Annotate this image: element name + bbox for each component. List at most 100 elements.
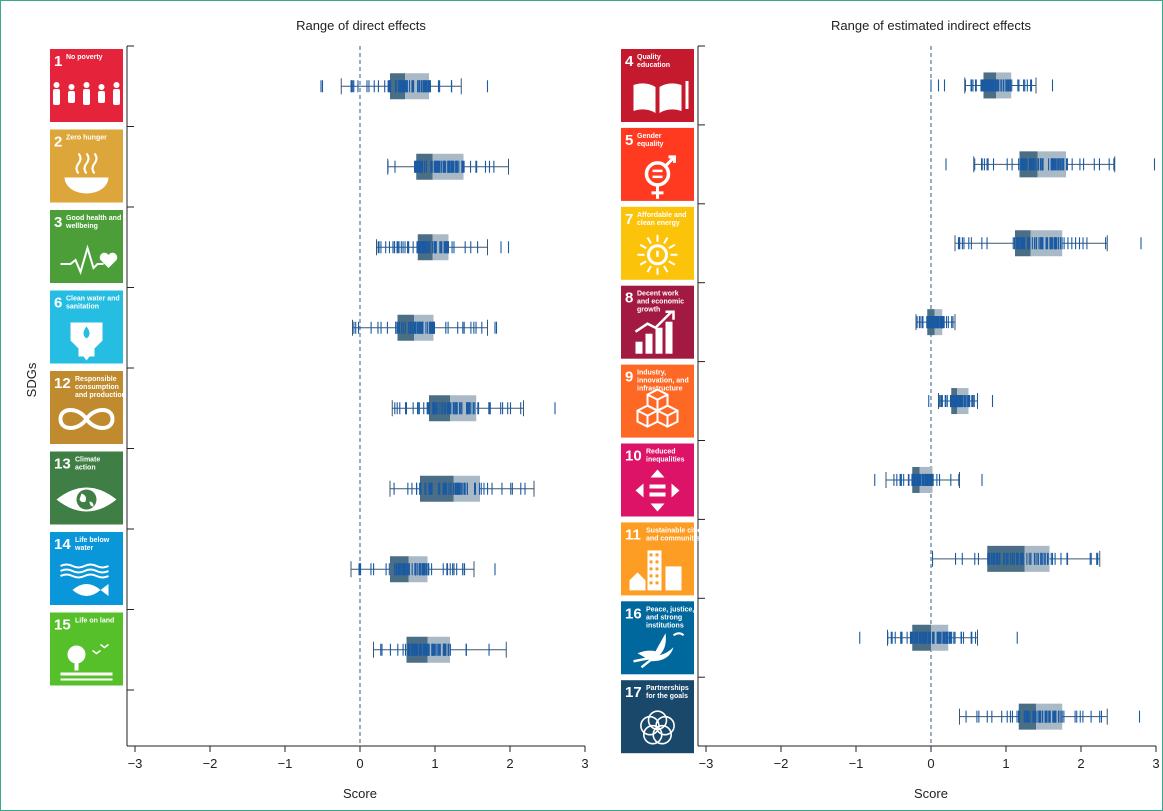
ground bbox=[60, 672, 113, 676]
tree-icon bbox=[60, 643, 113, 681]
sdg-tile bbox=[50, 371, 123, 444]
sdg-label: sanitation bbox=[66, 304, 99, 311]
steam bbox=[91, 152, 98, 175]
window bbox=[655, 553, 659, 557]
x-tick-label: 1 bbox=[1002, 756, 1009, 771]
box-lower-quartile bbox=[1019, 151, 1038, 178]
family-icon bbox=[53, 82, 120, 105]
sdg-label: for the goals bbox=[646, 693, 688, 700]
dove-icon bbox=[633, 632, 685, 669]
sdg-label: Gender bbox=[637, 133, 662, 140]
window bbox=[655, 581, 659, 585]
ray bbox=[639, 243, 647, 250]
sdg-label: growth bbox=[637, 307, 660, 314]
person-head bbox=[113, 82, 120, 88]
ray bbox=[646, 265, 652, 273]
infinity bbox=[58, 408, 115, 430]
sdg-label: Quality bbox=[637, 54, 661, 61]
panel-title: Range of estimated indirect effects bbox=[831, 18, 1031, 33]
sdg-tile bbox=[50, 210, 123, 283]
sdg-label: consumption bbox=[75, 384, 119, 391]
window bbox=[655, 560, 659, 564]
sdg-label: Reduced bbox=[646, 449, 676, 456]
x-tick-label: 0 bbox=[927, 756, 934, 771]
sdg-number: 5 bbox=[625, 132, 633, 149]
sdg-label: equality bbox=[637, 141, 664, 148]
block bbox=[665, 566, 682, 591]
x-tick-label: −1 bbox=[849, 756, 864, 771]
sdg-number: 15 bbox=[54, 617, 71, 634]
ray bbox=[646, 236, 652, 245]
continents bbox=[79, 493, 94, 507]
ray bbox=[663, 265, 669, 273]
sdg-label: and economic bbox=[637, 299, 684, 306]
sdg-label: education bbox=[637, 62, 670, 69]
x-tick-label: −3 bbox=[128, 756, 143, 771]
sdg-label: Responsible bbox=[75, 376, 117, 383]
y-axis-label: SDGs bbox=[24, 362, 39, 397]
bar bbox=[645, 333, 653, 354]
heart bbox=[99, 252, 118, 268]
x-tick-label: −2 bbox=[774, 756, 789, 771]
sdg-number: 7 bbox=[625, 211, 633, 228]
sdg-label: Clean water and bbox=[66, 296, 120, 303]
window bbox=[649, 567, 653, 571]
ray bbox=[663, 236, 669, 245]
sdg-number: 17 bbox=[625, 684, 642, 701]
sdg-label: Peace, justice, bbox=[646, 606, 694, 613]
x-tick-label: −2 bbox=[203, 756, 218, 771]
sdg-label: No poverty bbox=[66, 54, 103, 61]
x-tick-label: 1 bbox=[431, 756, 438, 771]
sdg-number: 11 bbox=[625, 526, 641, 543]
sdg-row-15: 15 Life on land bbox=[50, 612, 507, 686]
person-head bbox=[98, 84, 105, 90]
sdg-number: 12 bbox=[54, 375, 71, 392]
box-lower-quartile bbox=[390, 73, 405, 100]
sdg-tile bbox=[621, 680, 694, 754]
olive-branch bbox=[672, 632, 685, 637]
x-tick-label: 2 bbox=[506, 756, 513, 771]
cube bbox=[656, 404, 679, 428]
sdg-label: Partnerships bbox=[646, 685, 689, 692]
gender-icon bbox=[644, 155, 676, 199]
water-icon bbox=[70, 322, 103, 361]
bowl-icon bbox=[64, 152, 109, 194]
person-head bbox=[83, 82, 90, 88]
cubes-icon bbox=[636, 388, 679, 428]
box-upper-quartile bbox=[414, 314, 434, 341]
arrow bbox=[634, 310, 675, 333]
house bbox=[629, 572, 646, 591]
eye-globe-icon bbox=[56, 487, 117, 512]
sdg-row-1: 1 No poverty bbox=[50, 49, 489, 122]
person-body bbox=[53, 89, 60, 105]
equals bbox=[649, 484, 666, 497]
sdg-label: wellbeing bbox=[65, 223, 98, 230]
sdg-row-2: 2 Zero hunger bbox=[50, 129, 509, 203]
sdg-tile bbox=[621, 49, 694, 122]
indirect-effects-panel: Range of estimated indirect effects −3 −2 −… bbox=[621, 18, 1160, 801]
sdg-number: 10 bbox=[625, 448, 642, 465]
sdg-label: institutions bbox=[646, 622, 684, 629]
sdg-label: clean energy bbox=[637, 220, 680, 227]
ray bbox=[668, 243, 676, 250]
sdg-label: Industry, bbox=[637, 370, 666, 377]
sdg-label: action bbox=[75, 465, 96, 472]
sdg-label: and strong bbox=[646, 614, 682, 621]
steam bbox=[75, 152, 82, 175]
sdg-number: 2 bbox=[54, 134, 62, 151]
person-body bbox=[98, 91, 105, 103]
gavel bbox=[633, 656, 654, 669]
x-tick-label: −1 bbox=[278, 756, 293, 771]
sdg-label: Zero hunger bbox=[66, 135, 107, 142]
infinity-icon bbox=[58, 408, 115, 430]
sun-icon bbox=[637, 234, 678, 275]
sdg-label: Affordable and bbox=[637, 212, 686, 219]
